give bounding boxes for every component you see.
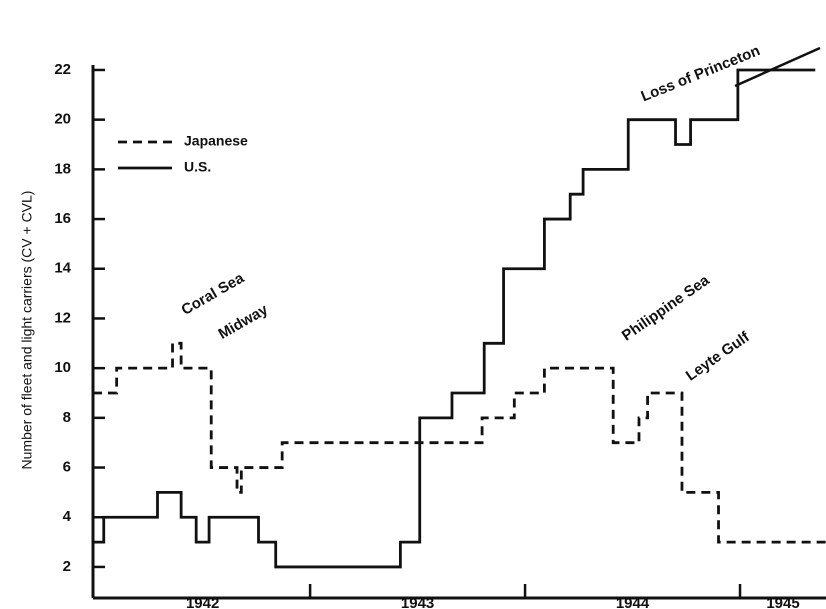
y-tick-label: 10 [54,359,71,376]
annotation: Coral Sea [178,269,247,319]
y-tick-label: 8 [63,409,71,426]
annotation-underline [734,46,821,88]
y-tick-label: 12 [54,309,71,326]
x-tick-label: 1945 [766,595,799,609]
y-tick-label: 16 [54,210,71,227]
y-tick-label: 4 [63,508,72,525]
annotation: Loss of Princeton [639,42,763,105]
step-line [93,341,826,544]
x-tick-label: 1943 [401,595,434,609]
step-line [93,68,816,569]
annotation: Leyte Gulf [683,328,754,385]
legend-label: U.S. [184,159,211,175]
legend-label: Japanese [184,133,248,149]
x-tick-label: 1944 [616,595,650,609]
y-tick-label: 2 [63,558,71,575]
y-tick-label: 22 [54,61,71,78]
x-tick-label: 1942 [186,595,219,609]
annotation: Philippine Sea [619,271,713,344]
annotation: Midway [215,301,271,343]
y-tick-label: 18 [54,160,71,177]
y-tick-label: 6 [63,459,71,476]
y-axis-label: Number of fleet and light carriers (CV +… [19,191,35,470]
y-tick-label: 20 [54,111,71,128]
y-tick-label: 14 [54,260,71,277]
